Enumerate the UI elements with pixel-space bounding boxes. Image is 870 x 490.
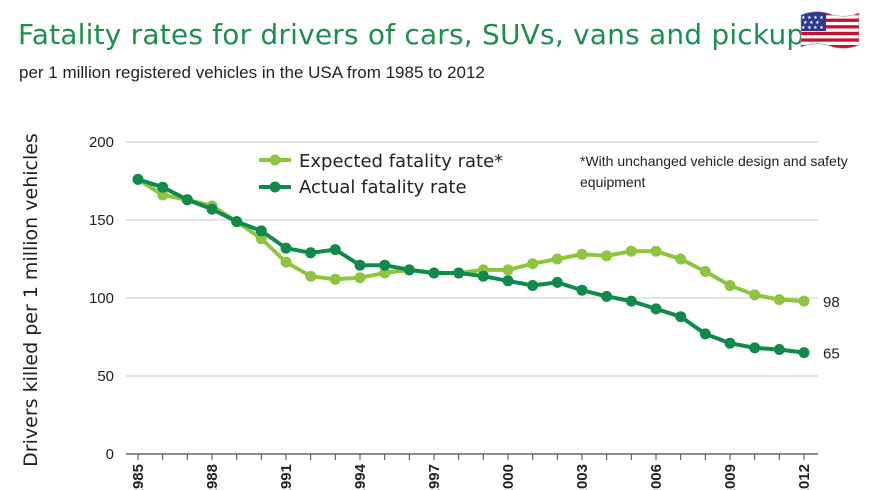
data-point — [502, 264, 514, 276]
x-tick-label: 2000 — [500, 464, 517, 490]
data-point — [354, 259, 366, 271]
data-point — [650, 303, 662, 315]
x-axis-ticks: 1985 1988 1991 1994 1997 2000 2003 2006 2009 2012 — [130, 454, 813, 490]
legend-label-actual: Actual fatality rate — [299, 177, 467, 198]
data-point — [305, 270, 317, 282]
data-point — [675, 253, 687, 265]
data-point — [527, 258, 539, 270]
footnote-line-2: equipment — [580, 174, 645, 190]
data-point — [551, 253, 563, 265]
footnote-line-1: *With unchanged vehicle design and safet… — [580, 153, 848, 169]
y-tick-label: 150 — [89, 212, 114, 229]
chart-subtitle: per 1 million registered vehicles in the… — [19, 63, 485, 82]
x-tick-label: 1988 — [204, 464, 221, 490]
data-point — [502, 275, 514, 287]
y-tick-label: 0 — [106, 446, 114, 463]
data-point — [749, 289, 761, 301]
data-point — [453, 267, 465, 279]
y-tick-label: 50 — [97, 368, 114, 385]
data-point — [255, 225, 267, 237]
data-point — [157, 181, 169, 193]
data-point — [132, 173, 144, 185]
data-point — [477, 270, 489, 282]
data-point — [650, 245, 662, 257]
legend: Expected fatality rate* Actual fatality … — [259, 151, 503, 198]
svg-text:★ ★ ★ ★: ★ ★ ★ ★ — [801, 15, 824, 21]
data-point — [724, 337, 736, 349]
data-point — [576, 284, 588, 296]
y-tick-label: 200 — [89, 134, 114, 151]
legend-marker-expected — [269, 154, 281, 166]
legend-label-expected: Expected fatality rate* — [299, 151, 503, 172]
data-point — [379, 267, 391, 279]
us-flag-icon: ★ ★ ★ ★ ★ ★ ★ ★ ★ ★ ★ — [800, 11, 860, 49]
data-point — [255, 233, 267, 245]
data-point — [354, 272, 366, 284]
series-expected: 98 — [132, 173, 840, 311]
data-point — [675, 311, 687, 323]
data-point — [625, 295, 637, 307]
x-tick-label: 1985 — [130, 464, 147, 490]
x-tick-label: 1991 — [278, 464, 295, 490]
data-point — [280, 242, 292, 254]
data-point — [551, 276, 563, 288]
data-point — [699, 328, 711, 340]
svg-text:★ ★ ★ ★: ★ ★ ★ ★ — [801, 25, 824, 31]
series-actual: 65 — [132, 173, 840, 363]
series-layer: 98 65 — [132, 173, 840, 363]
data-point — [527, 280, 539, 291]
data-point — [749, 342, 761, 354]
x-tick-label: 2006 — [648, 464, 665, 490]
data-point — [157, 189, 169, 201]
data-point — [601, 290, 613, 302]
data-point — [428, 267, 440, 279]
data-point — [329, 244, 341, 256]
series-line — [137, 177, 805, 355]
chart-title: Fatality rates for drivers of cars, SUVs… — [18, 18, 820, 51]
data-point — [576, 248, 588, 260]
legend-marker-actual — [269, 181, 281, 193]
data-point — [798, 347, 810, 359]
data-point — [798, 295, 810, 307]
x-tick-label: 2003 — [574, 464, 591, 490]
data-point — [280, 256, 292, 268]
data-point — [305, 247, 317, 259]
data-point — [773, 344, 785, 355]
data-point — [206, 203, 218, 215]
y-axis-ticks: 0 50 100 150 200 — [89, 134, 114, 463]
data-point — [601, 250, 613, 262]
end-value-label: 98 — [823, 294, 840, 311]
y-axis-label: Drivers killed per 1 million vehicles — [20, 133, 42, 467]
x-tick-label: 1994 — [352, 463, 369, 490]
data-point — [329, 273, 341, 285]
grid-lines — [126, 141, 818, 377]
data-point — [699, 266, 711, 277]
data-point — [625, 245, 637, 257]
x-tick-label: 2012 — [796, 464, 813, 490]
series-line — [136, 177, 805, 304]
y-tick-label: 100 — [89, 290, 114, 307]
data-point — [231, 216, 243, 228]
data-point — [379, 259, 391, 271]
svg-text:★ ★ ★: ★ ★ ★ — [803, 20, 820, 26]
end-value-label: 65 — [823, 346, 840, 363]
data-point — [773, 294, 785, 306]
data-point — [724, 280, 736, 291]
x-tick-label: 1997 — [426, 464, 443, 490]
data-point — [403, 264, 415, 276]
x-tick-label: 2009 — [722, 464, 739, 490]
data-point — [181, 194, 193, 206]
